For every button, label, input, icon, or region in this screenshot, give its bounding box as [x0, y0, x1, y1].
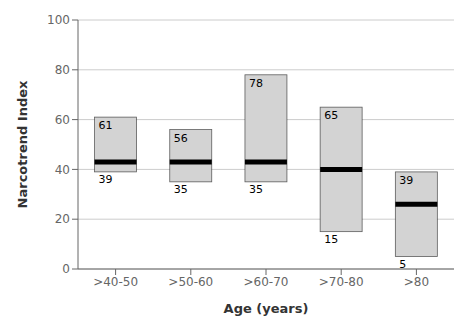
svg-text:61: 61	[99, 119, 113, 132]
svg-text:0: 0	[62, 262, 70, 276]
svg-text:40: 40	[55, 163, 70, 177]
svg-text:>50-60: >50-60	[168, 275, 213, 289]
svg-text:100: 100	[47, 13, 70, 27]
svg-text:39: 39	[99, 173, 113, 186]
svg-text:60: 60	[55, 113, 70, 127]
svg-text:35: 35	[249, 183, 263, 196]
svg-text:78: 78	[249, 77, 263, 90]
svg-text:Narcotrend Index: Narcotrend Index	[15, 80, 30, 208]
svg-text:20: 20	[55, 212, 70, 226]
svg-text:>40-50: >40-50	[93, 275, 138, 289]
svg-text:>60-70: >60-70	[244, 275, 289, 289]
svg-text:65: 65	[324, 109, 338, 122]
svg-text:80: 80	[55, 63, 70, 77]
svg-text:5: 5	[399, 258, 406, 269]
svg-text:35: 35	[174, 183, 188, 196]
svg-text:>70-80: >70-80	[319, 275, 364, 289]
svg-text:39: 39	[399, 174, 413, 187]
svg-text:56: 56	[174, 132, 188, 145]
svg-text:Age (years): Age (years)	[224, 301, 309, 316]
svg-text:15: 15	[324, 233, 338, 246]
svg-text:>80: >80	[404, 275, 429, 289]
